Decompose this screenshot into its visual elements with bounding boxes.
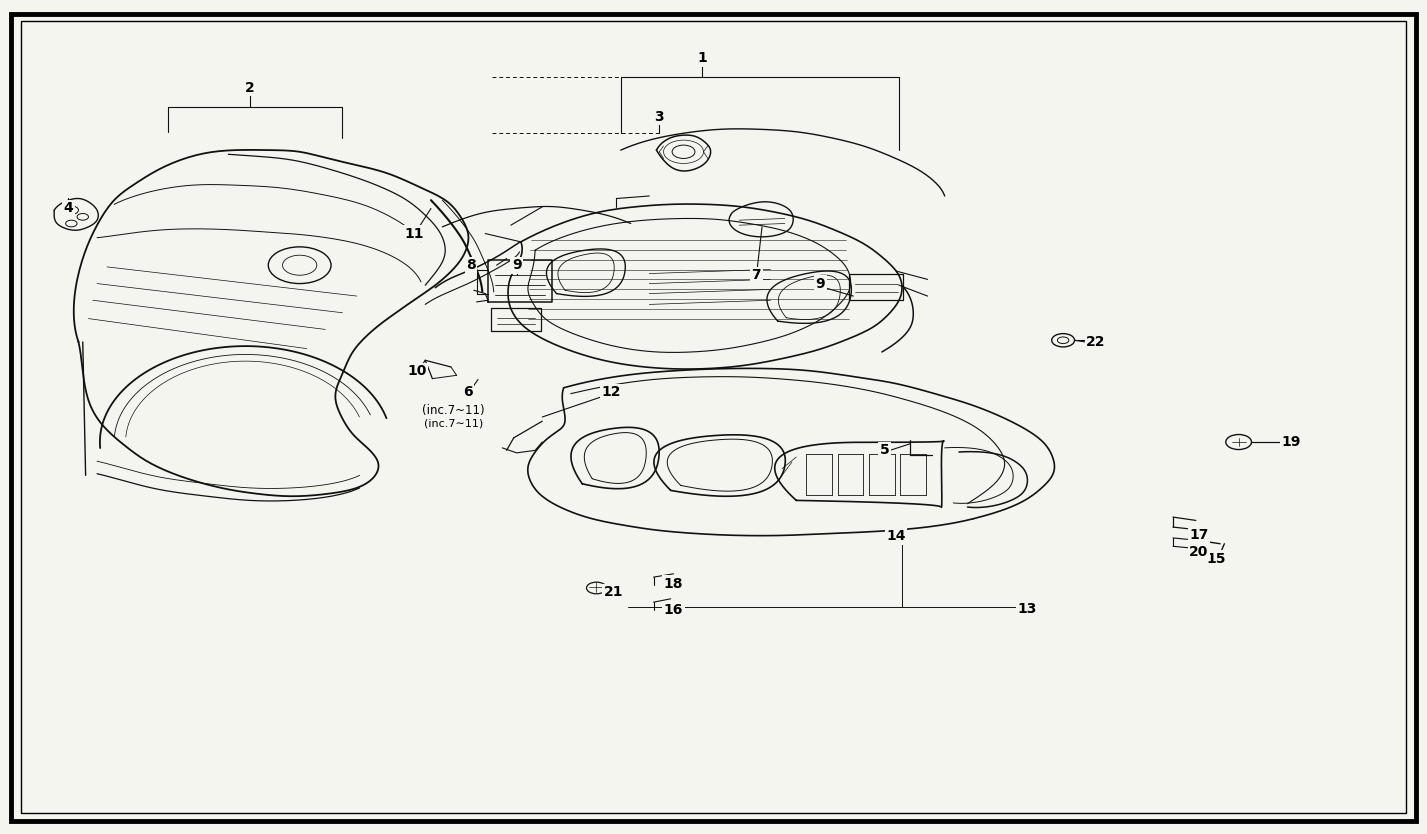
Text: (inc.7∼11): (inc.7∼11) [424, 419, 484, 429]
Text: 2: 2 [245, 81, 254, 94]
Text: 18: 18 [664, 577, 684, 590]
Text: 8: 8 [467, 259, 475, 272]
Text: 12: 12 [601, 385, 621, 399]
Text: 19: 19 [1281, 435, 1301, 449]
Text: 1: 1 [698, 52, 706, 65]
Text: 14: 14 [886, 530, 906, 543]
Text: 9: 9 [816, 277, 825, 290]
Text: 17: 17 [1189, 529, 1209, 542]
Text: 16: 16 [664, 604, 684, 617]
Text: 6: 6 [464, 385, 472, 399]
Text: 13: 13 [1017, 602, 1037, 615]
Text: 5: 5 [880, 444, 889, 457]
Text: (inc.7~11): (inc.7~11) [422, 404, 485, 417]
Text: 9: 9 [512, 259, 521, 272]
Text: 21: 21 [604, 585, 624, 599]
Text: 3: 3 [655, 110, 664, 123]
Text: 15: 15 [1206, 552, 1226, 565]
Text: 4: 4 [64, 202, 73, 215]
Text: 11: 11 [404, 227, 424, 240]
Text: 22: 22 [1086, 335, 1106, 349]
Text: 7: 7 [752, 269, 761, 282]
Text: 10: 10 [407, 364, 427, 378]
Text: 20: 20 [1189, 545, 1209, 559]
